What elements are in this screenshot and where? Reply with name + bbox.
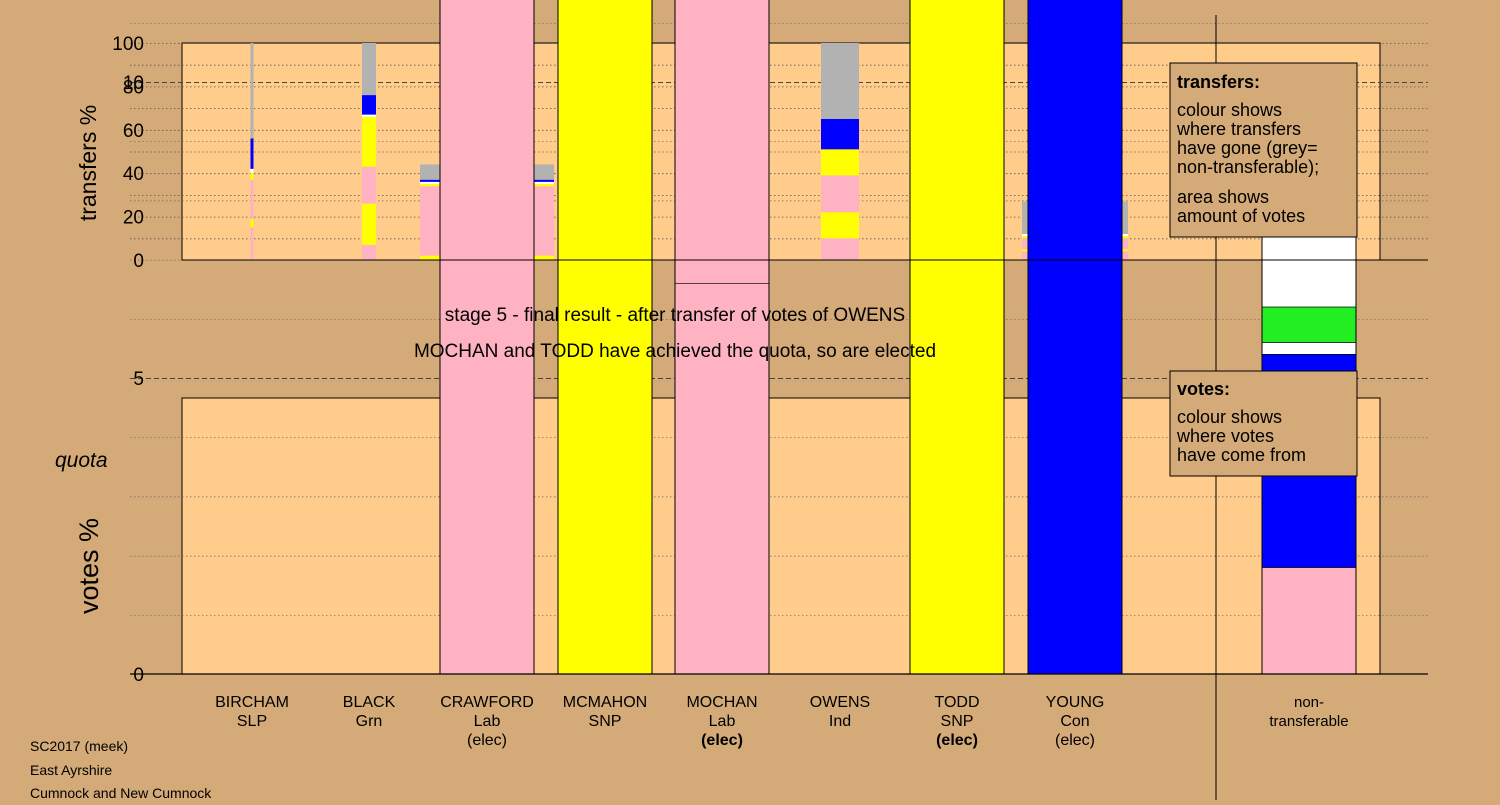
info-election: SC2017 (meek) bbox=[30, 738, 128, 754]
candidate-label: BLACK bbox=[343, 694, 396, 711]
votes-y-tick-label: 5 bbox=[133, 369, 144, 390]
votes-y-axis-label: votes % bbox=[74, 518, 104, 614]
transfer-segment bbox=[250, 43, 254, 139]
candidate-label: (elec) bbox=[467, 732, 507, 749]
votes-legend-line: where votes bbox=[1176, 426, 1274, 446]
vote-bar-mcmahon bbox=[557, 0, 653, 675]
votes-legend-line: have come from bbox=[1177, 445, 1306, 465]
votes-y-tick-label: 0 bbox=[133, 665, 144, 686]
transfers-legend-line: where transfers bbox=[1176, 119, 1301, 139]
vote-segment bbox=[1027, 0, 1123, 675]
vote-bar-mochan bbox=[674, 0, 770, 675]
candidate-label: Ind bbox=[829, 713, 851, 730]
candidate-label: (elec) bbox=[701, 732, 743, 749]
transfer-segment bbox=[250, 227, 254, 260]
transfer-bar-black bbox=[362, 43, 376, 260]
candidate-label: Con bbox=[1060, 713, 1089, 730]
transfer-segment bbox=[362, 95, 376, 115]
vote-bar-todd bbox=[909, 0, 1005, 675]
vote-segment bbox=[1261, 306, 1357, 343]
candidate-label: Lab bbox=[474, 713, 501, 730]
candidate-label: OWENS bbox=[810, 694, 870, 711]
info-ward: Cumnock and New Cumnock bbox=[30, 785, 212, 800]
transfers-legend-box bbox=[1169, 62, 1358, 238]
transfer-segment bbox=[821, 43, 859, 119]
transfer-segment bbox=[821, 118, 859, 150]
candidate-label: MCMAHON bbox=[563, 694, 647, 711]
transfer-bar-bircham bbox=[250, 43, 254, 260]
elected-caption: MOCHAN and TODD have achieved the quota,… bbox=[414, 341, 936, 362]
votes-bars bbox=[439, 0, 1357, 675]
transfers-legend-line: have gone (grey= bbox=[1177, 138, 1318, 158]
vote-segment bbox=[674, 282, 770, 675]
info-council: East Ayrshire bbox=[30, 762, 112, 778]
transfers-legend-line: area shows bbox=[1177, 187, 1269, 207]
transfer-segment bbox=[362, 116, 376, 167]
transfers-legend-line: colour shows bbox=[1177, 100, 1282, 120]
candidate-label: TODD bbox=[934, 694, 979, 711]
transfer-segment bbox=[821, 238, 859, 260]
transfer-segment bbox=[362, 166, 376, 204]
transfer-segment bbox=[250, 173, 254, 180]
transfers-y-tick-label: 80 bbox=[123, 77, 144, 98]
transfer-segment bbox=[362, 203, 376, 245]
transfers-y-tick-label: 60 bbox=[123, 121, 144, 142]
candidate-label: BIRCHAM bbox=[215, 694, 289, 711]
transfer-bar-owens bbox=[821, 43, 859, 260]
candidate-label: Grn bbox=[356, 713, 383, 730]
transfer-segment bbox=[362, 114, 376, 117]
vote-bar-young bbox=[1027, 0, 1123, 675]
vote-segment bbox=[557, 0, 653, 675]
candidate-label: YOUNG bbox=[1046, 694, 1105, 711]
transfers-y-tick-label: 40 bbox=[123, 164, 144, 185]
transfers-legend-title: transfers: bbox=[1177, 72, 1260, 92]
transfer-segment bbox=[250, 168, 254, 174]
transfers-y-axis-label: transfers % bbox=[75, 105, 101, 221]
transfers-y-tick-label: 100 bbox=[112, 34, 144, 55]
quota-label: quota bbox=[55, 449, 108, 472]
candidate-labels: BIRCHAM SLP BLACK Grn CRAWFORD Lab (elec) MCMAH… bbox=[215, 694, 1104, 749]
transfer-segment bbox=[362, 43, 376, 96]
transfer-segment bbox=[250, 179, 254, 219]
votes-y-ticks: 05101520 bbox=[123, 73, 144, 686]
stage-caption: stage 5 - final result - after transfer … bbox=[445, 305, 905, 326]
vote-segment bbox=[439, 0, 535, 675]
votes-legend-box bbox=[1169, 370, 1358, 477]
votes-legend-title: votes: bbox=[1177, 379, 1230, 399]
transfers-gridlines bbox=[130, 43, 1428, 240]
transfers-y-tick-label: 20 bbox=[123, 208, 144, 229]
transfers-legend-line: amount of votes bbox=[1177, 206, 1305, 226]
candidate-label: Lab bbox=[709, 713, 736, 730]
transfer-segment bbox=[362, 244, 376, 260]
transfer-segment bbox=[821, 175, 859, 213]
transfer-segment bbox=[250, 218, 254, 228]
nontransferable-label: transferable bbox=[1269, 713, 1348, 730]
candidate-label: CRAWFORD bbox=[440, 694, 534, 711]
candidate-label: MOCHAN bbox=[686, 694, 757, 711]
transfer-segment bbox=[821, 149, 859, 176]
candidate-label: (elec) bbox=[1055, 732, 1095, 749]
candidate-label: SNP bbox=[589, 713, 622, 730]
transfers-y-ticks: 0 20 40 60 80 100 bbox=[112, 34, 144, 272]
candidate-label: SLP bbox=[237, 713, 267, 730]
transfer-segment bbox=[821, 212, 859, 239]
transfer-segment bbox=[250, 138, 254, 169]
vote-segment bbox=[1261, 567, 1357, 675]
nontransferable-label: non- bbox=[1294, 694, 1324, 711]
vote-segment bbox=[674, 0, 770, 284]
votes-legend-line: colour shows bbox=[1177, 407, 1282, 427]
candidate-label: (elec) bbox=[936, 732, 978, 749]
transfers-y-tick-label: 0 bbox=[133, 251, 144, 272]
vote-segment bbox=[1261, 342, 1357, 355]
candidate-label: SNP bbox=[941, 713, 974, 730]
transfers-legend-line: non-transferable); bbox=[1177, 157, 1319, 177]
vote-bar-crawford bbox=[439, 0, 535, 675]
vote-segment bbox=[909, 0, 1005, 675]
votes-y-tick-label: 10 bbox=[123, 73, 144, 94]
